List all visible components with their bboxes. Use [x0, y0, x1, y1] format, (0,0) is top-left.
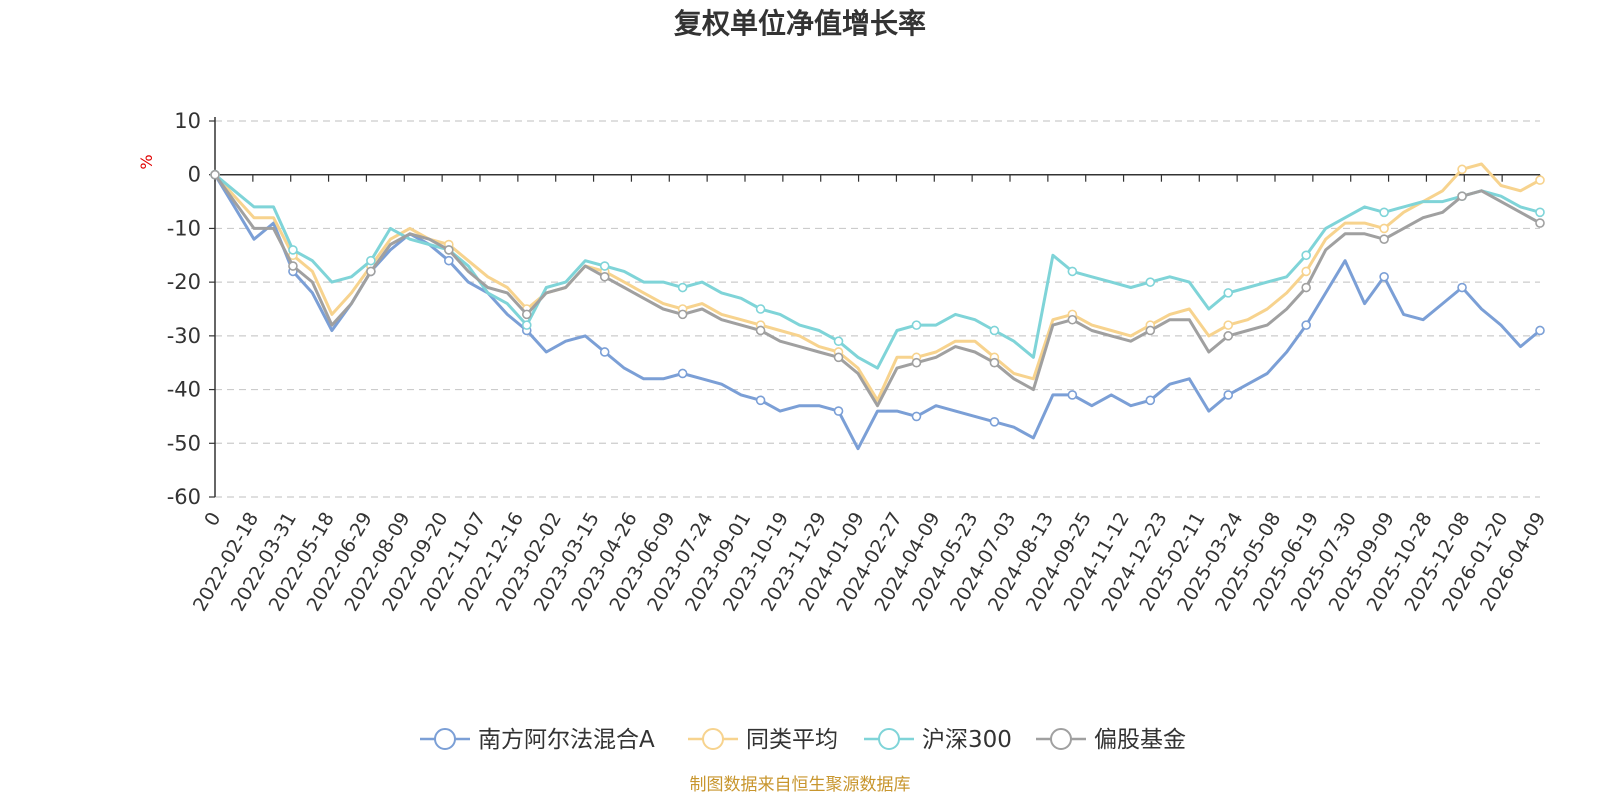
- legend-marker-icon: [702, 728, 724, 750]
- source-note: 制图数据来自恒生聚源数据库: [690, 775, 911, 795]
- series-3: [210, 169, 1545, 408]
- data-point: [1535, 175, 1545, 185]
- y-tick-label: 0: [188, 163, 201, 187]
- data-point: [1301, 320, 1311, 330]
- data-point: [1223, 288, 1234, 298]
- data-point: [599, 261, 610, 271]
- data-point: [521, 320, 532, 330]
- legend-label: 沪深300: [922, 727, 1012, 753]
- legend-marker-icon: [1050, 728, 1072, 750]
- data-point: [755, 395, 766, 406]
- legend-item-0: 南方阿尔法混合A: [420, 727, 655, 753]
- legend-marker-icon: [434, 728, 456, 750]
- series-2: [210, 169, 1545, 370]
- legend-label: 南方阿尔法混合A: [478, 727, 655, 753]
- data-point: [1067, 314, 1078, 325]
- gridlines: [215, 120, 1540, 498]
- data-point: [677, 368, 688, 379]
- data-point: [1067, 390, 1078, 400]
- data-point: [989, 416, 1000, 427]
- legend-label: 偏股基金: [1094, 727, 1186, 753]
- data-point: [444, 255, 454, 266]
- series-line: [213, 173, 1542, 451]
- data-point: [677, 309, 688, 320]
- series-line: [213, 173, 1542, 370]
- y-tick-label: -60: [167, 485, 201, 509]
- data-point: [833, 336, 844, 347]
- data-point: [1379, 271, 1389, 282]
- data-point: [288, 245, 298, 255]
- data-point: [288, 261, 298, 271]
- y-tick-label: 10: [174, 109, 201, 133]
- data-point: [1301, 266, 1311, 277]
- data-point: [1301, 250, 1311, 261]
- legend: 南方阿尔法混合A 同类平均 沪深300 偏股基金: [420, 727, 1186, 753]
- y-tick-label: -20: [167, 270, 201, 294]
- data-point: [1535, 218, 1545, 228]
- legend-marker-icon: [878, 728, 900, 750]
- data-point: [1067, 266, 1078, 277]
- data-point: [1379, 234, 1389, 244]
- data-point: [1457, 282, 1467, 293]
- data-point: [210, 169, 220, 180]
- legend-item-1: 同类平均: [688, 727, 838, 753]
- y-tick-label: -50: [167, 431, 201, 455]
- data-point: [1301, 282, 1311, 293]
- data-point: [599, 347, 610, 357]
- legend-label: 同类平均: [746, 727, 838, 753]
- data-point: [444, 245, 454, 255]
- data-point: [1535, 207, 1545, 218]
- data-point: [677, 282, 688, 293]
- legend-item-3: 偏股基金: [1036, 727, 1186, 753]
- data-point: [1223, 390, 1234, 400]
- chart-title: 复权单位净值增长率: [674, 7, 926, 40]
- data-point: [755, 325, 766, 336]
- series-line: [213, 162, 1542, 402]
- data-point: [989, 325, 1000, 336]
- y-tick-label: -30: [167, 324, 201, 348]
- x-tick-label: 0: [200, 509, 225, 530]
- data-point: [833, 352, 844, 363]
- data-point: [1145, 325, 1156, 336]
- y-tick-label: -10: [167, 216, 201, 240]
- y-tick-label: -40: [167, 378, 201, 402]
- series-line: [213, 173, 1542, 408]
- data-point: [1145, 277, 1156, 287]
- data-point: [366, 255, 376, 266]
- data-point: [1145, 395, 1156, 406]
- data-point: [1223, 320, 1234, 330]
- data-point: [755, 304, 766, 314]
- data-point: [833, 406, 844, 416]
- data-point: [1379, 223, 1389, 234]
- data-point: [1223, 331, 1234, 341]
- data-point: [989, 357, 1000, 368]
- data-point: [1457, 164, 1467, 175]
- data-point: [1535, 325, 1545, 336]
- data-point: [521, 309, 532, 320]
- data-point: [1379, 207, 1389, 218]
- data-point: [599, 271, 610, 282]
- legend-item-2: 沪深300: [864, 727, 1012, 753]
- y-axis: 10 0 -10 -20 -30 -40 -50 -60: [167, 109, 216, 509]
- data-point: [911, 411, 922, 422]
- data-point: [911, 320, 922, 330]
- data-point: [911, 357, 922, 368]
- plot-area: [210, 162, 1545, 451]
- data-point: [366, 266, 376, 277]
- y-axis-unit: %: [137, 154, 156, 169]
- data-point: [1457, 191, 1467, 201]
